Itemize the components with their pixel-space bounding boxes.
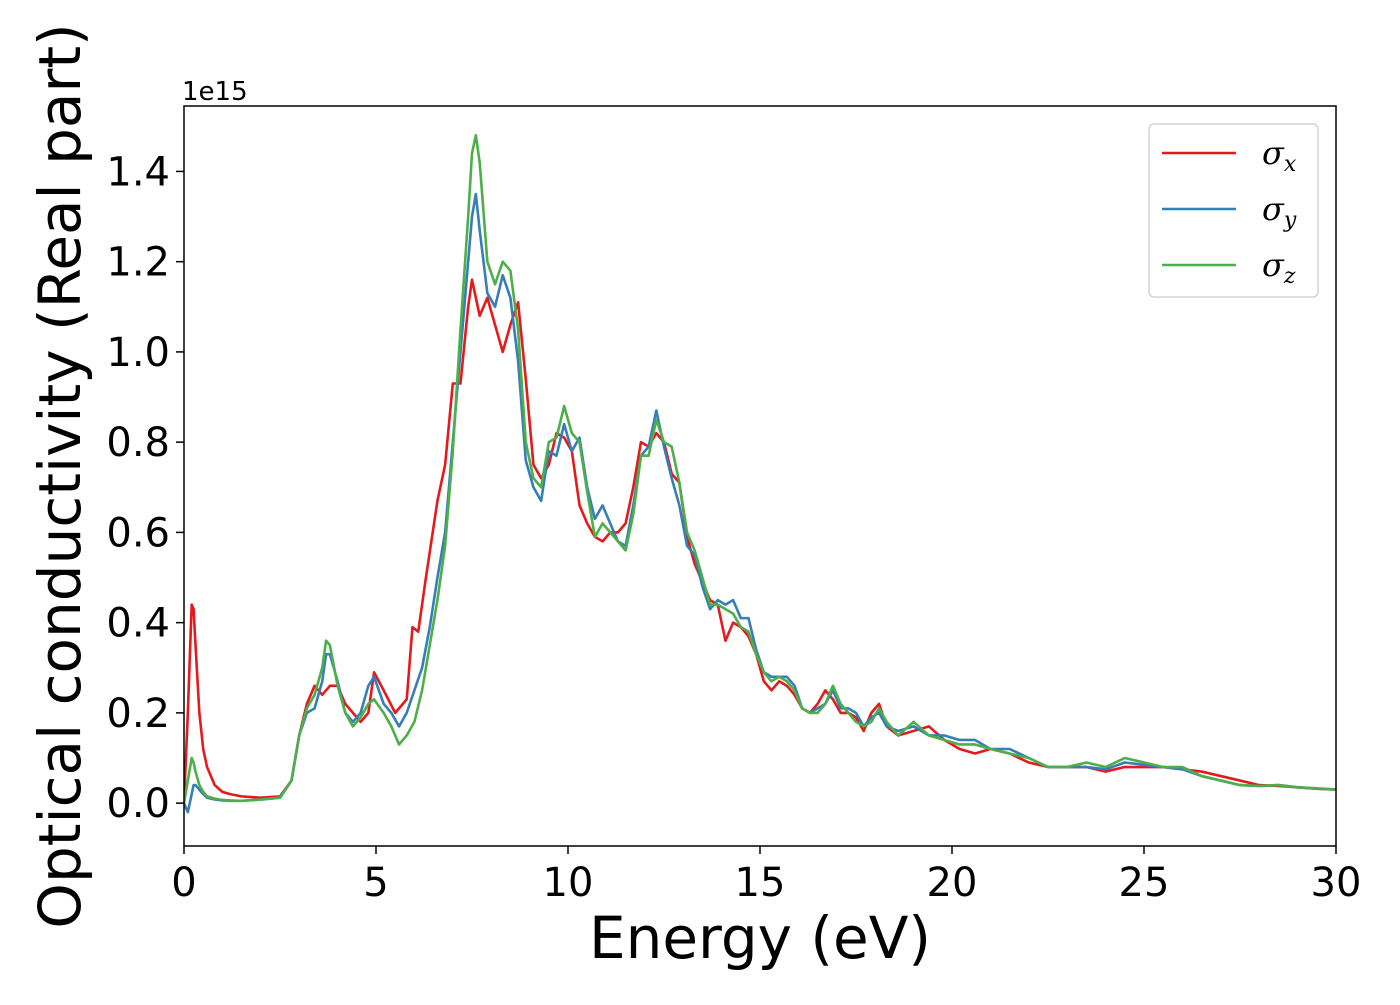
x-axis-ticks: 0 5 10 15 20 25 30 xyxy=(171,846,1361,906)
y-tick-label: 1.4 xyxy=(106,149,170,195)
series-line-y xyxy=(184,192,1336,814)
y-axis-label: Optical conductivity (Real part) xyxy=(26,23,94,928)
series-line-z xyxy=(184,134,1336,805)
y-tick-label: 0.2 xyxy=(106,691,170,737)
y-tick-label: 0.6 xyxy=(106,510,170,556)
x-tick-label: 25 xyxy=(1119,860,1170,906)
plot-series-group xyxy=(184,134,1336,814)
x-tick-label: 30 xyxy=(1311,860,1362,906)
y-tick-label: 0.4 xyxy=(106,601,170,647)
x-tick-label: 15 xyxy=(735,860,786,906)
x-tick-label: 20 xyxy=(927,860,978,906)
y-tick-label: 1.2 xyxy=(106,240,170,286)
legend-frame xyxy=(1148,123,1319,298)
x-tick-label: 0 xyxy=(171,860,196,906)
y-tick-label: 0.8 xyxy=(106,420,170,466)
y-axis-ticks: 0.0 0.2 0.4 0.6 0.8 1.0 1.2 1.4 xyxy=(106,149,184,827)
series-line-x xyxy=(184,278,1336,805)
x-tick-label: 5 xyxy=(363,860,388,906)
y-offset-label: 1e15 xyxy=(182,77,248,107)
x-axis-label: Energy (eV) xyxy=(589,904,931,972)
x-tick-label: 10 xyxy=(543,860,594,906)
y-tick-label: 0.0 xyxy=(106,781,170,827)
y-tick-label: 1.0 xyxy=(106,330,170,376)
